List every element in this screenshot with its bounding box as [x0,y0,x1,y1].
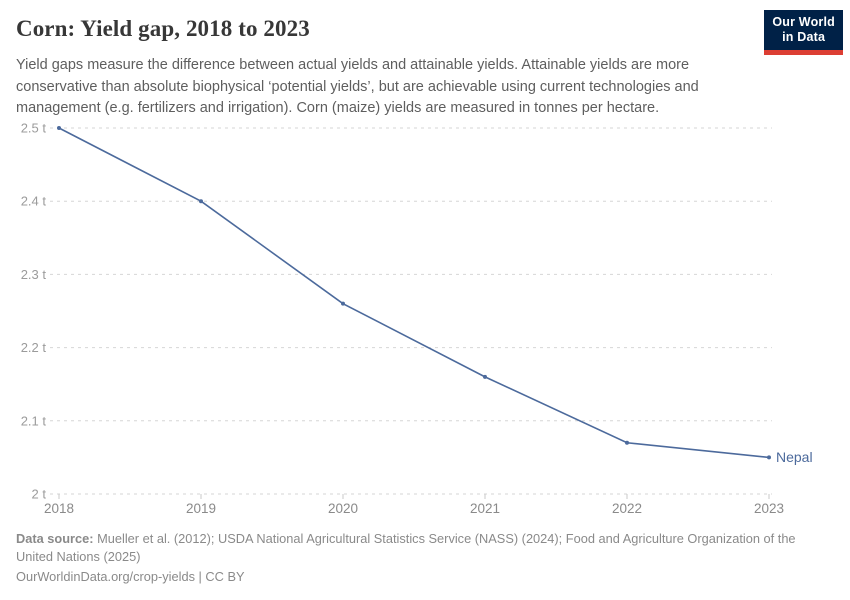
chart-title: Corn: Yield gap, 2018 to 2023 [16,16,310,41]
data-source-text: Mueller et al. (2012); USDA National Agr… [16,531,796,564]
owid-logo-text-line2: in Data [782,30,826,44]
chart-footer: Data source: Mueller et al. (2012); USDA… [16,530,818,565]
data-series-line [58,127,770,459]
chart-subtitle: Yield gaps measure the difference betwee… [16,57,699,116]
x-axis-tick-label: 2021 [470,501,500,516]
data-point [625,440,629,445]
x-axis-tick-label: 2023 [754,501,784,516]
y-axis-tick-label: 2.3 t [21,267,47,282]
data-point [57,126,61,130]
series-label: Nepal [776,449,813,465]
data-source-label: Data source: [16,531,94,546]
y-axis-tick-label: 2.5 t [21,121,47,136]
x-axis-tick-label: 2019 [186,501,216,516]
x-axis-tick-label: 2022 [612,501,642,516]
x-axis-tick-label: 2020 [328,501,358,516]
y-axis-tick-label: 2.4 t [21,194,47,209]
y-axis-tick-label: 2.2 t [21,340,47,355]
y-axis-tick-label: 2 t [32,487,47,502]
owid-logo-text-line1: Our World [772,15,835,29]
data-point [199,199,203,204]
data-point [767,455,771,460]
footer-link-and-license: OurWorldinData.org/crop-yields | CC BY [16,569,245,584]
data-point [483,374,487,379]
data-point [341,301,345,306]
line-chart: 2 t 2.1 t 2.2 t 2.3 t 2.4 t 2.5 t 2018 2019 2020… [21,121,813,517]
y-axis-tick-label: 2.1 t [21,413,47,428]
owid-logo: Our World in Data [764,10,843,55]
x-axis-tick-label: 2018 [44,501,74,516]
